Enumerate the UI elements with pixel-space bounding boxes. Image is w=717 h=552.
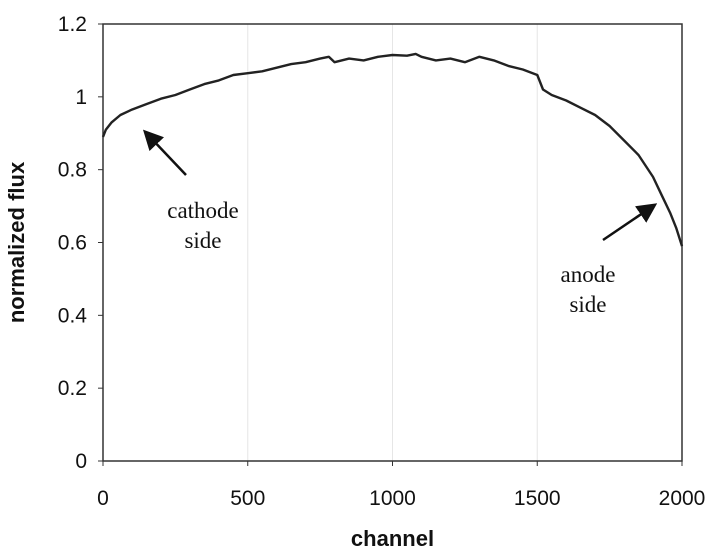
y-axis-title: normalized flux — [4, 161, 29, 323]
x-tick-label: 500 — [230, 487, 265, 510]
annotation-label: side — [569, 292, 606, 317]
y-axis-ticks: 0 0.2 0.4 0.6 0.8 1 1.2 — [58, 13, 103, 473]
y-tick-label: 0.2 — [58, 377, 87, 400]
x-tick-label: 2000 — [659, 487, 706, 510]
data-series — [101, 52, 684, 247]
y-tick-label: 1 — [75, 86, 87, 109]
annotations: cathode side anode side — [142, 129, 658, 317]
flux-series-line — [101, 52, 684, 247]
x-tick-label: 1500 — [514, 487, 561, 510]
x-axis-ticks: 0 500 1000 1500 2000 — [97, 461, 705, 510]
annotation-label: anode — [561, 262, 616, 287]
y-tick-label: 0 — [75, 450, 87, 473]
annotation-arrow — [602, 203, 658, 242]
x-axis-title: channel — [351, 526, 434, 551]
y-tick-label: 1.2 — [58, 13, 87, 36]
y-tick-label: 0.4 — [58, 304, 88, 327]
x-tick-label: 0 — [97, 487, 109, 510]
y-tick-label: 0.8 — [58, 159, 87, 182]
annotation-label: cathode — [167, 198, 239, 223]
annotation-arrow — [142, 129, 187, 176]
x-tick-label: 1000 — [369, 487, 416, 510]
y-tick-label: 0.6 — [58, 232, 87, 255]
annotation-label: side — [184, 228, 221, 253]
